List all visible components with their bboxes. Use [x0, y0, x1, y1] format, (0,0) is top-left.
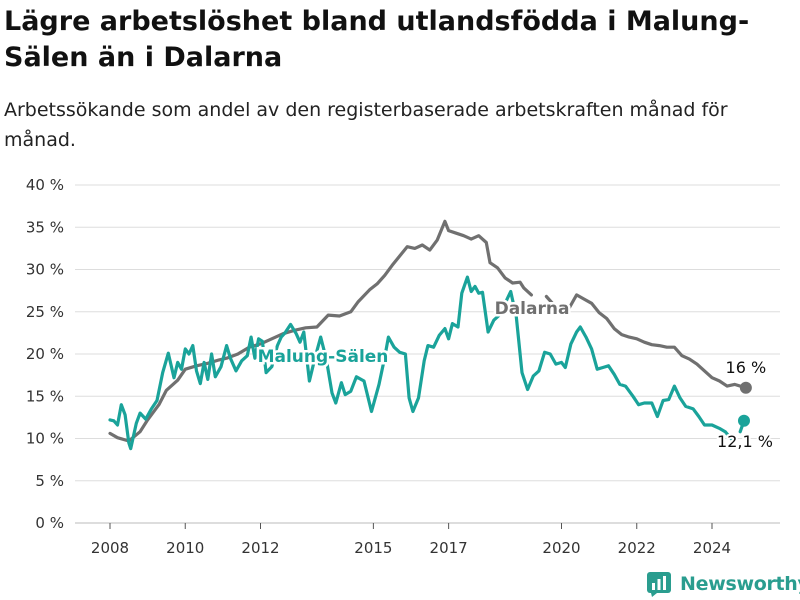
x-tick-label: 2012 — [241, 539, 279, 557]
series-label-dalarna: Dalarna — [495, 299, 570, 319]
y-tick-label: 40 % — [26, 176, 64, 194]
x-axis: 2008 2010 2012 2015 2017 2020 2022 2024 — [91, 523, 731, 557]
y-tick-label: 25 % — [26, 303, 64, 321]
y-tick-label: 30 % — [26, 261, 64, 279]
newsworthy-logo-text: Newsworthy — [680, 573, 800, 595]
series-line-malung-salen — [108, 275, 733, 451]
y-tick-label: 0 % — [35, 514, 64, 532]
chart-title: Lägre arbetslöshet bland utlandsfödda i … — [4, 6, 750, 73]
newsworthy-logo: Newsworthy — [646, 570, 800, 598]
x-tick-label: 2024 — [693, 539, 731, 557]
x-tick-label: 2020 — [542, 539, 580, 557]
x-tick-label: 2017 — [430, 539, 468, 557]
x-tick-label: 2022 — [618, 539, 656, 557]
dalarna-end-marker — [739, 381, 752, 394]
y-tick-label: 5 % — [35, 472, 64, 490]
grid-lines: 0 % 5 % 10 % 15 % 20 % 25 % 30 % 35 % 40 % — [26, 176, 780, 532]
series-line-dalarna — [544, 293, 748, 390]
y-tick-label: 35 % — [26, 218, 64, 236]
newsworthy-logo-icon — [647, 572, 671, 597]
series-label-malung-salen: Malung-Sälen — [258, 347, 389, 367]
series-line-dalarna — [108, 219, 533, 443]
y-tick-label: 15 % — [26, 387, 64, 405]
y-tick-label: 20 % — [26, 345, 64, 363]
x-tick-label: 2008 — [91, 539, 129, 557]
x-tick-label: 2010 — [166, 539, 204, 557]
malung-salen-end-marker — [737, 414, 750, 427]
malung-salen-end-label: 12,1 % — [717, 432, 773, 451]
dalarna-end-label: 16 % — [726, 358, 767, 377]
series-lines — [108, 219, 748, 451]
series-labels: 16 % 12,1 % Dalarna Malung-Sälen — [255, 297, 775, 453]
y-tick-label: 10 % — [26, 430, 64, 448]
chart-subtitle: Arbetssökande som andel av den registerb… — [4, 99, 728, 151]
x-tick-label: 2015 — [354, 539, 392, 557]
